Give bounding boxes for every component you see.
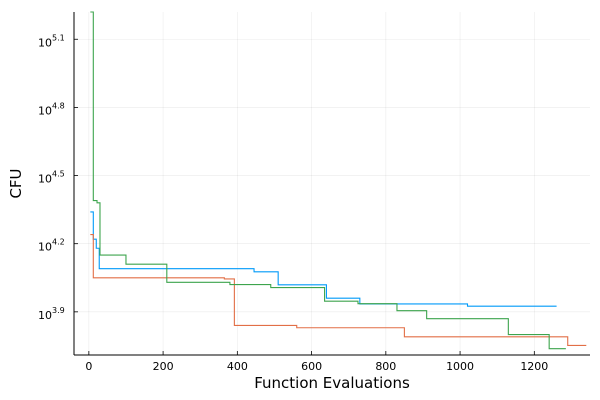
y-tick-label: 104.8 [38,101,65,117]
y-tick-labels: 103.9 104.2 104.5 104.8 105.1 [38,33,65,322]
y-tick-label: 105.1 [38,33,65,49]
x-axis-label: Function Evaluations [254,374,410,392]
x-tick-label: 1000 [446,360,474,373]
series-line-2 [90,234,587,347]
x-tick-label: 0 [85,360,92,373]
axes [73,12,590,356]
x-tick-label: 600 [301,360,322,373]
x-tick-label: 200 [153,360,174,373]
series-line-1 [90,211,557,307]
x-tick-label: 400 [227,360,248,373]
series-group [90,11,587,350]
x-tick-labels: 0 200 400 600 800 1000 1200 [85,360,548,373]
y-axis-label: CFU [7,168,25,198]
y-tick-label: 103.9 [38,306,65,322]
y-tick-label: 104.5 [38,170,65,186]
y-tick-label: 104.2 [38,238,65,254]
x-tick-label: 800 [375,360,396,373]
x-tick-label: 1200 [520,360,548,373]
series-line-3 [90,11,566,350]
grid [74,12,590,355]
